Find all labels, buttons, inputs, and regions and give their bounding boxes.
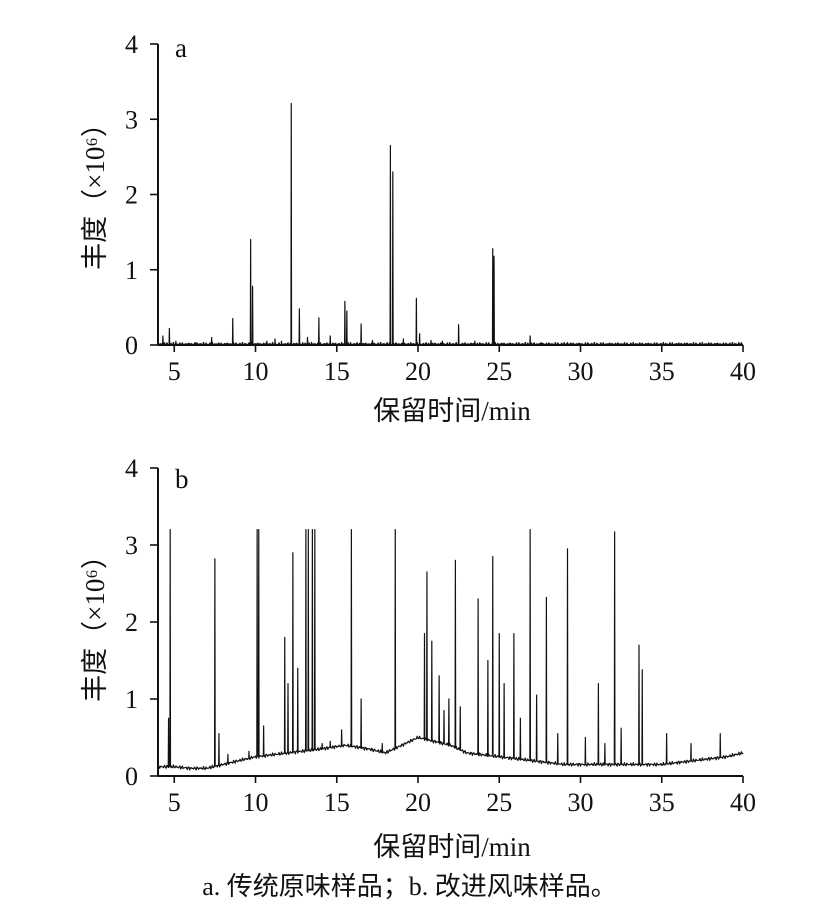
x-tick-label: 30 (568, 357, 594, 386)
panel-a-chromatogram: a 保留时间/min 丰度（×10⁶） 5 10 15 20 25 30 35 40 0 1 2 3… (80, 30, 756, 426)
y-tick-label: 4 (125, 30, 138, 59)
panel-b-x-ticks: 5 10 15 20 25 30 35 40 (168, 776, 756, 817)
panel-b-series-line (157, 529, 744, 771)
x-tick-label: 20 (405, 788, 431, 817)
x-tick-label: 5 (168, 788, 181, 817)
x-tick-label: 15 (324, 788, 350, 817)
panel-a-x-ticks: 5 10 15 20 25 30 35 40 (168, 345, 756, 386)
x-tick-label: 25 (486, 788, 512, 817)
x-tick-label: 40 (730, 788, 756, 817)
panel-b-y-ticks: 0 1 2 3 4 (125, 454, 158, 791)
y-tick-label: 0 (125, 331, 138, 360)
panel-b-label: b (175, 464, 189, 494)
x-tick-label: 10 (243, 788, 269, 817)
x-tick-label: 35 (649, 357, 675, 386)
y-tick-label: 0 (125, 762, 138, 791)
x-tick-label: 30 (568, 788, 594, 817)
x-tick-label: 5 (168, 357, 181, 386)
y-tick-label: 2 (125, 608, 138, 637)
y-tick-label: 2 (125, 181, 138, 210)
panel-a-x-axis-title: 保留时间/min (373, 396, 531, 426)
x-tick-label: 10 (243, 357, 269, 386)
y-tick-label: 3 (125, 531, 138, 560)
panel-b-chromatogram: b 保留时间/min 丰度（×10⁶） 5 10 15 20 25 30 35 40 0 1 2 3… (80, 454, 756, 862)
panel-a-label: a (175, 33, 187, 63)
panel-b-y-axis-title: 丰度（×10⁶） (80, 542, 110, 702)
panel-b-x-axis-title: 保留时间/min (373, 832, 531, 862)
y-tick-label: 1 (125, 685, 138, 714)
x-tick-label: 35 (649, 788, 675, 817)
panel-a-y-ticks: 0 1 2 3 4 (125, 30, 158, 360)
x-tick-label: 15 (324, 357, 350, 386)
x-tick-label: 40 (730, 357, 756, 386)
y-tick-label: 3 (125, 105, 138, 134)
panel-a-series-line (157, 102, 744, 346)
x-tick-label: 25 (486, 357, 512, 386)
panel-a-y-axis-title: 丰度（×10⁶） (80, 110, 110, 270)
figure-caption: a. 传统原味样品；b. 改进风味样品。 (202, 872, 617, 901)
y-tick-label: 4 (125, 454, 138, 483)
x-tick-label: 20 (405, 357, 431, 386)
y-tick-label: 1 (125, 256, 138, 285)
